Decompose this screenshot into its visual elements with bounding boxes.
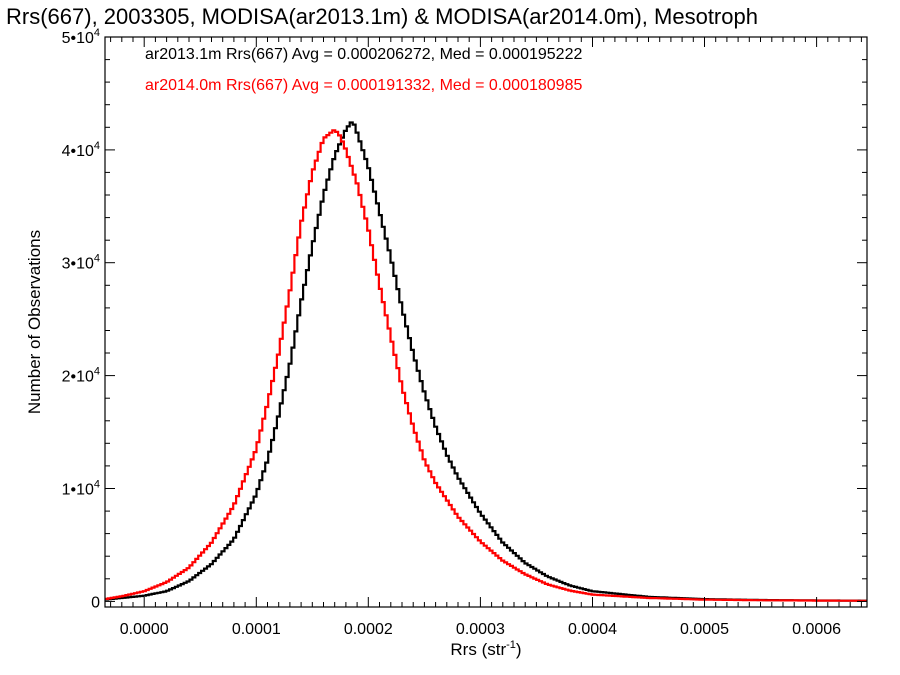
y-tick-label: 4•104 <box>62 140 100 160</box>
series-layer <box>105 121 867 602</box>
y-tick-label: 1•104 <box>62 479 100 499</box>
series-line-ar2014.0m <box>105 129 867 602</box>
x-tick-label: 0.0001 <box>232 621 281 638</box>
ticks-layer <box>105 36 867 607</box>
x-tick-label: 0.0005 <box>680 621 729 638</box>
labels-layer: 0.0000 0.0001 0.0002 0.0003 0.0004 0.0005 0.00… <box>62 27 842 638</box>
x-axis-label-sup: -1 <box>506 639 516 651</box>
x-tick-label: 0.0006 <box>792 621 841 638</box>
y-tick-label: 5•104 <box>62 27 100 47</box>
y-tick-label: 2•104 <box>62 366 100 386</box>
plot-frame <box>104 36 868 608</box>
y-tick-label: 3•104 <box>62 253 100 273</box>
x-tick-label: 0.0003 <box>456 621 505 638</box>
y-axis-label: Number of Observations <box>25 230 44 414</box>
legend-entry-ar2013: ar2013.1m Rrs(667) Avg = 0.000206272, Me… <box>145 46 582 63</box>
chart-title: Rrs(667), 2003305, MODISA(ar2013.1m) & M… <box>6 4 758 29</box>
x-axis-label-base: Rrs (str <box>450 640 506 659</box>
x-axis-label: Rrs (str-1) <box>450 639 521 659</box>
legend-entry-ar2014: ar2014.0m Rrs(667) Avg = 0.000191332, Me… <box>145 77 582 94</box>
x-tick-label: 0.0000 <box>120 621 169 638</box>
x-axis-label-end: ) <box>516 640 522 659</box>
x-tick-label: 0.0004 <box>568 621 617 638</box>
y-tick-label: 0 <box>91 594 100 611</box>
x-tick-label: 0.0002 <box>344 621 393 638</box>
